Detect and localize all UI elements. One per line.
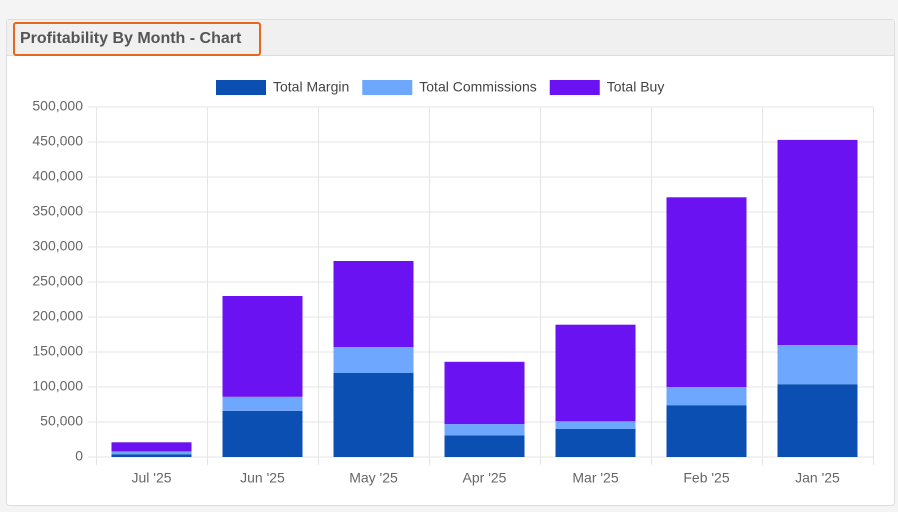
x-tick-label: Jul '25: [131, 470, 171, 486]
chart-title: Profitability By Month - Chart: [20, 30, 242, 47]
y-tick-label: 50,000: [40, 413, 83, 429]
legend-label: Total Buy: [607, 79, 665, 95]
bar-segment: [333, 261, 414, 348]
bar-segment: [111, 451, 192, 455]
legend-swatch: [549, 80, 600, 95]
bar-segment: [222, 410, 303, 457]
x-tick-label: Feb '25: [683, 470, 729, 486]
bar-segment: [666, 387, 747, 406]
y-tick-label: 0: [75, 448, 83, 464]
legend-label: Total Margin: [273, 79, 349, 95]
bar-segment: [222, 296, 303, 397]
y-tick-label: 400,000: [32, 168, 83, 184]
y-tick-label: 450,000: [32, 133, 83, 149]
y-tick-label: 100,000: [32, 378, 83, 394]
y-tick-label: 150,000: [32, 343, 83, 359]
bar-segment: [555, 324, 636, 422]
bar-segment: [333, 347, 414, 373]
y-tick-label: 500,000: [32, 98, 83, 114]
bar-segment: [777, 139, 858, 345]
y-tick-label: 200,000: [32, 308, 83, 324]
bar-segment: [333, 373, 414, 457]
bar-segment: [666, 405, 747, 457]
bar-segment: [555, 421, 636, 429]
y-tick-label: 250,000: [32, 273, 83, 289]
x-tick-label: Apr '25: [463, 470, 507, 486]
x-tick-label: Jan '25: [795, 470, 840, 486]
legend-swatch: [216, 80, 266, 95]
bar-segment: [777, 384, 858, 457]
legend-label: Total Commissions: [419, 79, 536, 95]
bar-segment: [222, 396, 303, 411]
bar-segment: [666, 197, 747, 387]
bar-segment: [111, 454, 192, 457]
title-highlight: [13, 22, 261, 56]
panel-header: [7, 20, 894, 55]
bar-segment: [111, 442, 192, 452]
bar-segment: [444, 424, 525, 436]
bar-segment: [777, 345, 858, 385]
bar-segment: [444, 435, 525, 457]
bar-segment: [555, 429, 636, 457]
legend-swatch: [362, 80, 413, 95]
x-tick-label: Mar '25: [572, 470, 618, 486]
bar-segment: [444, 361, 525, 425]
y-tick-label: 350,000: [32, 203, 83, 219]
y-tick-label: 300,000: [32, 238, 83, 254]
x-tick-label: May '25: [349, 470, 398, 486]
x-tick-label: Jun '25: [240, 470, 285, 486]
